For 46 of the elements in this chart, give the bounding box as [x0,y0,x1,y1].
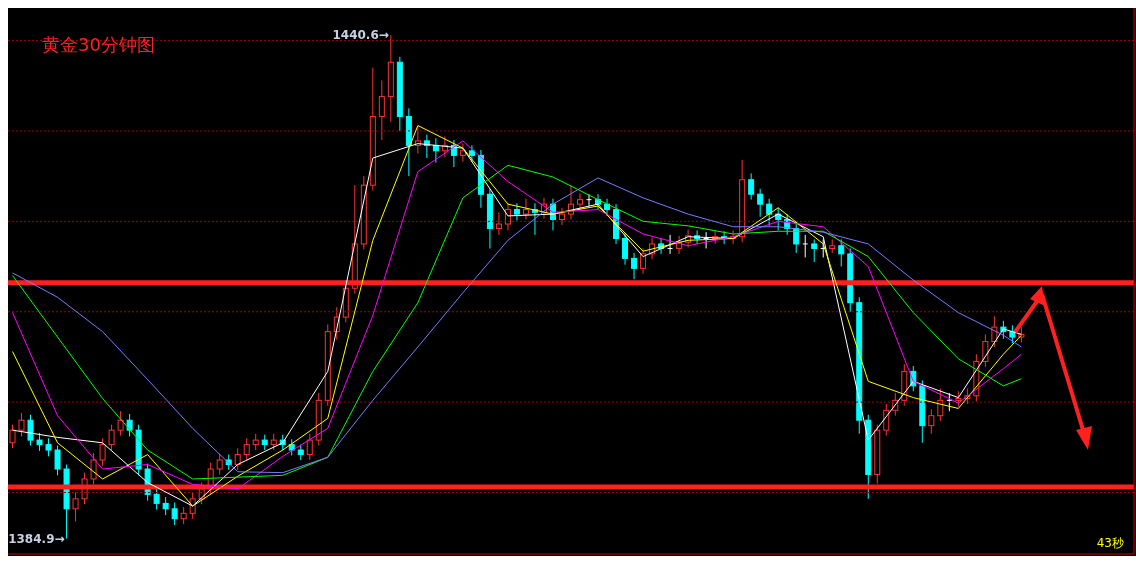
candlestick [577,192,583,211]
candlestick [36,432,43,452]
candlestick [982,333,989,368]
candlestick [757,188,764,218]
candlestick [622,232,629,266]
annotation: 1440.6→ [332,28,389,43]
candlestick [522,198,529,221]
candlestick [766,198,773,227]
candlestick [27,414,34,447]
candlestick [90,452,97,485]
candlestick [378,79,385,141]
candlestick [703,231,710,249]
candlestick [667,234,674,255]
annotation: 43秒 [1096,535,1124,552]
candlestick [216,453,223,475]
candlestick [162,496,169,516]
annotation: 1384.9→ [8,531,65,546]
candlestick [54,445,61,476]
candlestick [748,172,755,201]
candlestick [99,437,106,466]
candlestick [72,492,79,522]
candlestick [153,487,160,511]
candlestick [793,222,800,254]
candlestick [513,202,520,221]
candlestick [108,424,115,451]
candlestick [45,437,52,457]
candlestick [495,211,502,236]
candlestick [946,392,953,412]
candlestick [18,412,25,437]
candlestick [811,238,818,263]
candlestick [838,238,845,268]
candlestick [928,408,935,435]
candlestick [883,403,890,437]
candlestick [586,193,593,207]
candlestick [802,234,809,258]
candlestick [171,501,178,526]
candlestick [504,202,511,231]
candlestick [631,252,638,280]
text: 黄金30分钟图 [42,33,155,57]
candlestick [243,437,250,461]
candlestick [306,433,313,461]
candlestick [117,410,124,437]
candlestick [640,247,647,275]
candlestick [234,447,241,471]
candlestick [459,143,466,163]
candlestick [1009,324,1016,344]
